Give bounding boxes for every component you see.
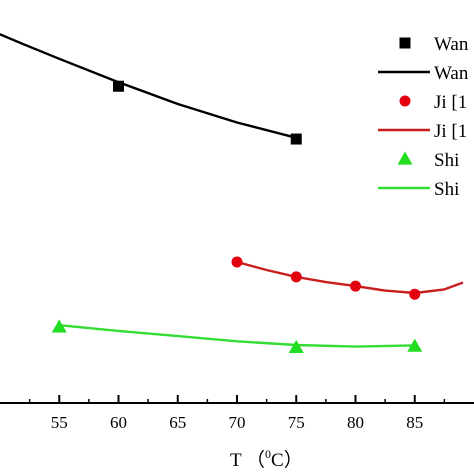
x-tick-label: 75 xyxy=(288,413,305,432)
legend-label-0: Wan xyxy=(434,34,469,55)
x-axis: 55 60 65 70 75 80 85 xyxy=(28,395,446,432)
legend-label-5: Shi xyxy=(434,179,459,200)
legend-label-3: Ji [1 xyxy=(434,121,467,142)
series-line-3 xyxy=(235,260,464,295)
x-axis-label: T （0C） xyxy=(230,447,303,471)
x-tick-label: 60 xyxy=(110,413,127,432)
data-point-4 xyxy=(407,338,423,352)
data-point-2 xyxy=(350,280,361,292)
data-point-4 xyxy=(51,319,67,333)
x-axis-label-prefix: T （ xyxy=(230,449,265,471)
legend-marker-2 xyxy=(399,95,411,107)
data-point-0 xyxy=(113,80,124,92)
x-axis-label-suffix: C） xyxy=(271,449,303,471)
x-tick-label: 70 xyxy=(229,413,246,432)
x-tick-label: 80 xyxy=(347,413,364,432)
legend-label-2: Ji [1 xyxy=(434,92,467,113)
data-point-2 xyxy=(290,271,302,283)
series-line-5 xyxy=(58,324,416,348)
legend-label-1: Wan xyxy=(434,63,469,84)
legend-marker-4 xyxy=(397,151,413,165)
legend-marker-0 xyxy=(399,37,411,49)
data-point-2 xyxy=(409,288,421,300)
legend-label-4: Shi xyxy=(434,150,459,171)
series-line-1 xyxy=(0,33,298,139)
data-point-4 xyxy=(288,339,304,354)
plot-series xyxy=(0,33,464,354)
legend: Wan Wan Ji [1 Ji [1 Shi Shi xyxy=(378,34,469,200)
x-axis-label-superscript: 0 xyxy=(265,447,271,461)
data-point-0 xyxy=(290,133,302,145)
x-tick-label: 65 xyxy=(169,413,186,432)
x-tick-label: 85 xyxy=(406,413,423,432)
data-point-2 xyxy=(231,256,243,268)
x-tick-label: 55 xyxy=(51,413,68,432)
